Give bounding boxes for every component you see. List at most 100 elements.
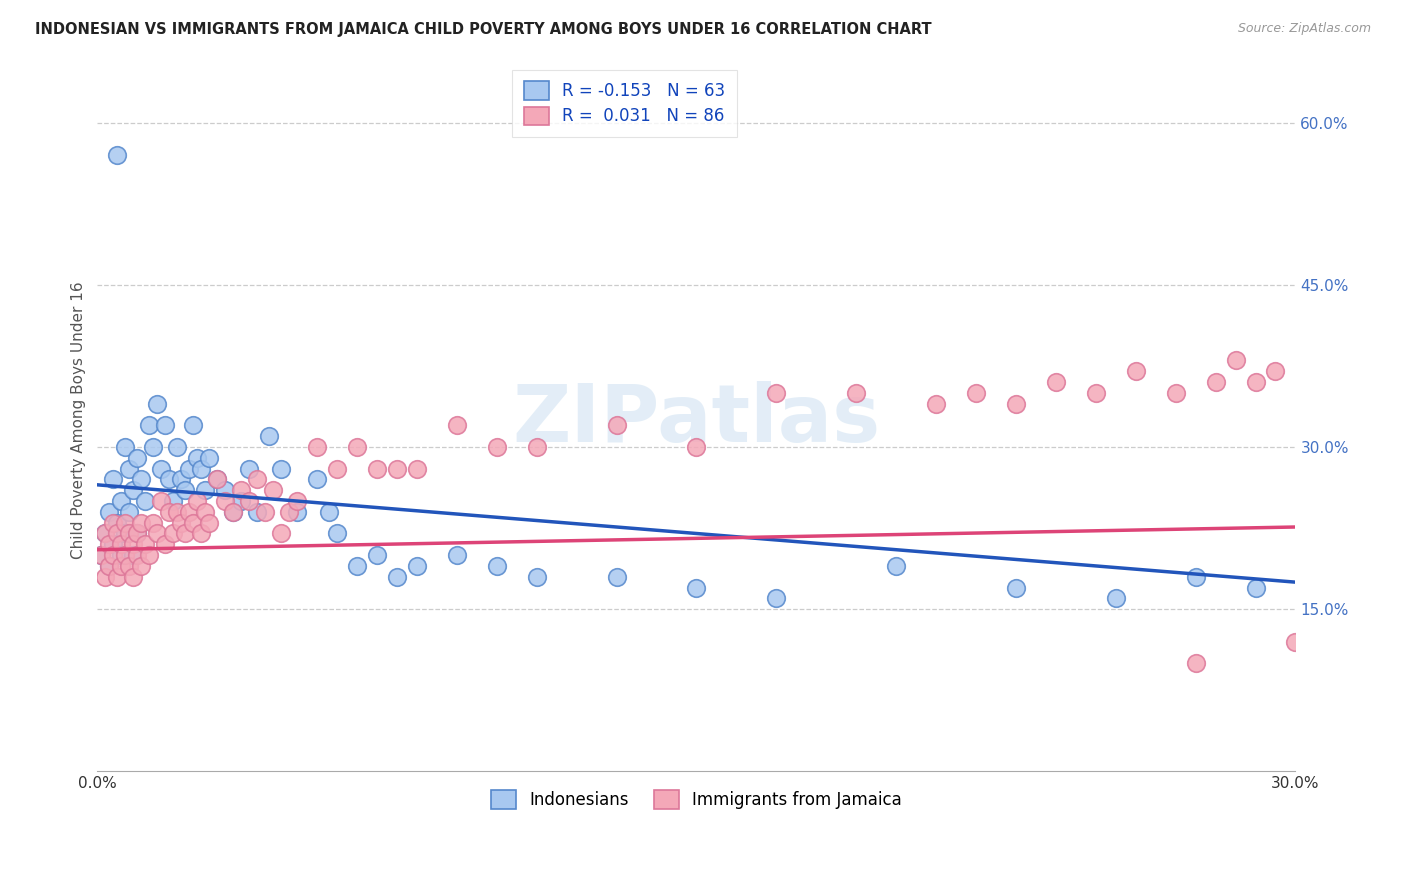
Point <box>162 494 184 508</box>
Point <box>326 526 349 541</box>
Point <box>1125 364 1147 378</box>
Point <box>105 526 128 541</box>
Point <box>1305 657 1327 671</box>
Point <box>446 548 468 562</box>
Point <box>170 516 193 530</box>
Point <box>118 558 141 573</box>
Point <box>229 494 252 508</box>
Point <box>194 483 217 498</box>
Point <box>198 516 221 530</box>
Point <box>122 570 145 584</box>
Point <box>1264 364 1286 378</box>
Point <box>526 570 548 584</box>
Point <box>114 440 136 454</box>
Point <box>186 494 208 508</box>
Point <box>94 526 117 541</box>
Point <box>1005 581 1028 595</box>
Point <box>162 526 184 541</box>
Point <box>405 558 427 573</box>
Point <box>1164 385 1187 400</box>
Point <box>174 483 197 498</box>
Point <box>884 558 907 573</box>
Point <box>1225 353 1247 368</box>
Legend: Indonesians, Immigrants from Jamaica: Indonesians, Immigrants from Jamaica <box>484 784 908 816</box>
Point <box>170 472 193 486</box>
Point <box>190 461 212 475</box>
Point <box>146 397 169 411</box>
Text: ZIPatlas: ZIPatlas <box>512 381 880 459</box>
Point <box>606 418 628 433</box>
Point <box>214 494 236 508</box>
Point <box>114 526 136 541</box>
Point <box>98 505 121 519</box>
Point <box>174 526 197 541</box>
Point <box>118 461 141 475</box>
Point <box>305 440 328 454</box>
Point <box>246 472 269 486</box>
Point <box>122 483 145 498</box>
Point <box>385 461 408 475</box>
Point <box>194 505 217 519</box>
Point <box>186 450 208 465</box>
Point <box>155 537 177 551</box>
Point <box>110 558 132 573</box>
Point <box>114 548 136 562</box>
Point <box>103 537 125 551</box>
Point <box>155 418 177 433</box>
Point <box>765 385 787 400</box>
Point <box>142 516 165 530</box>
Point <box>1205 375 1227 389</box>
Point <box>270 461 292 475</box>
Point <box>205 472 228 486</box>
Point <box>98 558 121 573</box>
Point <box>134 494 156 508</box>
Point <box>129 558 152 573</box>
Text: Source: ZipAtlas.com: Source: ZipAtlas.com <box>1237 22 1371 36</box>
Point <box>346 440 368 454</box>
Point <box>157 505 180 519</box>
Point <box>179 461 201 475</box>
Point <box>142 440 165 454</box>
Point <box>1344 375 1367 389</box>
Point <box>181 418 204 433</box>
Point <box>845 385 868 400</box>
Point <box>238 494 260 508</box>
Point <box>257 429 280 443</box>
Point <box>1084 385 1107 400</box>
Point <box>110 537 132 551</box>
Point <box>965 385 987 400</box>
Point <box>222 505 245 519</box>
Point <box>105 148 128 162</box>
Point <box>122 548 145 562</box>
Point <box>179 505 201 519</box>
Point <box>127 526 149 541</box>
Point <box>238 461 260 475</box>
Point <box>326 461 349 475</box>
Point <box>1184 657 1206 671</box>
Point <box>1244 581 1267 595</box>
Point <box>366 548 388 562</box>
Point <box>90 548 112 562</box>
Point <box>110 548 132 562</box>
Point <box>1284 634 1306 648</box>
Point <box>90 548 112 562</box>
Point <box>190 526 212 541</box>
Point <box>127 526 149 541</box>
Point <box>229 483 252 498</box>
Point <box>1364 634 1386 648</box>
Point <box>118 526 141 541</box>
Point <box>1005 397 1028 411</box>
Point <box>166 505 188 519</box>
Point <box>485 440 508 454</box>
Point <box>246 505 269 519</box>
Point <box>222 505 245 519</box>
Point <box>685 440 707 454</box>
Point <box>94 570 117 584</box>
Point <box>94 526 117 541</box>
Point <box>1405 645 1406 659</box>
Point <box>166 440 188 454</box>
Point <box>285 505 308 519</box>
Point <box>103 516 125 530</box>
Point <box>1324 645 1347 659</box>
Point <box>127 450 149 465</box>
